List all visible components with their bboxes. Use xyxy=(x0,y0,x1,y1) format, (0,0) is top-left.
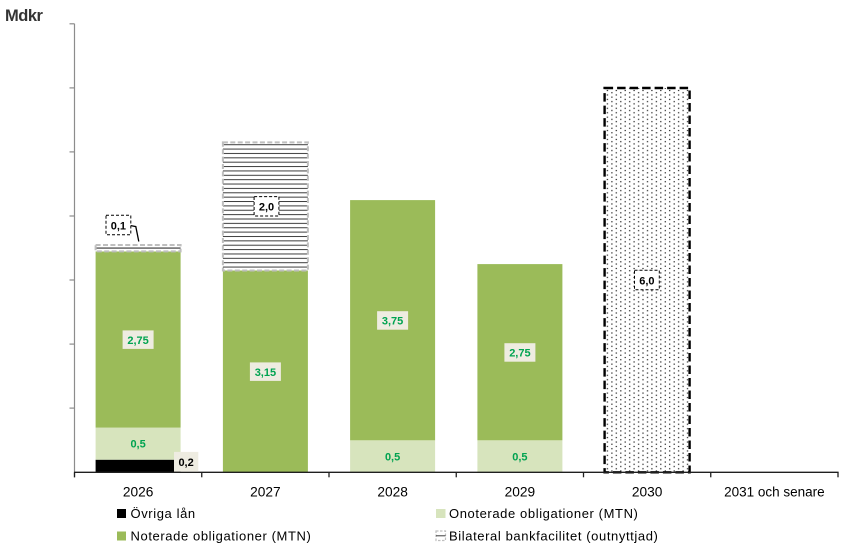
svg-text:2030: 2030 xyxy=(632,485,663,500)
svg-text:0,5: 0,5 xyxy=(130,439,145,451)
svg-text:2031 och senare: 2031 och senare xyxy=(724,485,825,500)
svg-text:0,5: 0,5 xyxy=(385,451,400,463)
svg-text:6,0: 6,0 xyxy=(639,275,654,287)
svg-text:0,2: 0,2 xyxy=(178,457,193,469)
svg-text:2029: 2029 xyxy=(505,485,536,500)
svg-text:3,15: 3,15 xyxy=(255,367,276,379)
svg-text:2,75: 2,75 xyxy=(509,348,530,360)
svg-text:Mdkr: Mdkr xyxy=(5,7,44,25)
svg-text:Onoterade obligationer (MTN): Onoterade obligationer (MTN) xyxy=(449,506,639,521)
svg-text:Noterade obligationer (MTN): Noterade obligationer (MTN) xyxy=(131,529,312,544)
svg-text:0,5: 0,5 xyxy=(512,451,527,463)
svg-text:Övriga lån: Övriga lån xyxy=(131,506,196,521)
svg-text:2028: 2028 xyxy=(377,485,408,500)
svg-text:3,75: 3,75 xyxy=(382,316,403,328)
svg-text:0,1: 0,1 xyxy=(111,220,126,232)
svg-text:2027: 2027 xyxy=(250,485,281,500)
svg-text:2,0: 2,0 xyxy=(259,202,274,214)
svg-text:2026: 2026 xyxy=(123,485,154,500)
svg-text:Bilateral bankfacilitet (outny: Bilateral bankfacilitet (outnyttjad) xyxy=(449,529,658,544)
svg-text:2,75: 2,75 xyxy=(127,335,148,347)
